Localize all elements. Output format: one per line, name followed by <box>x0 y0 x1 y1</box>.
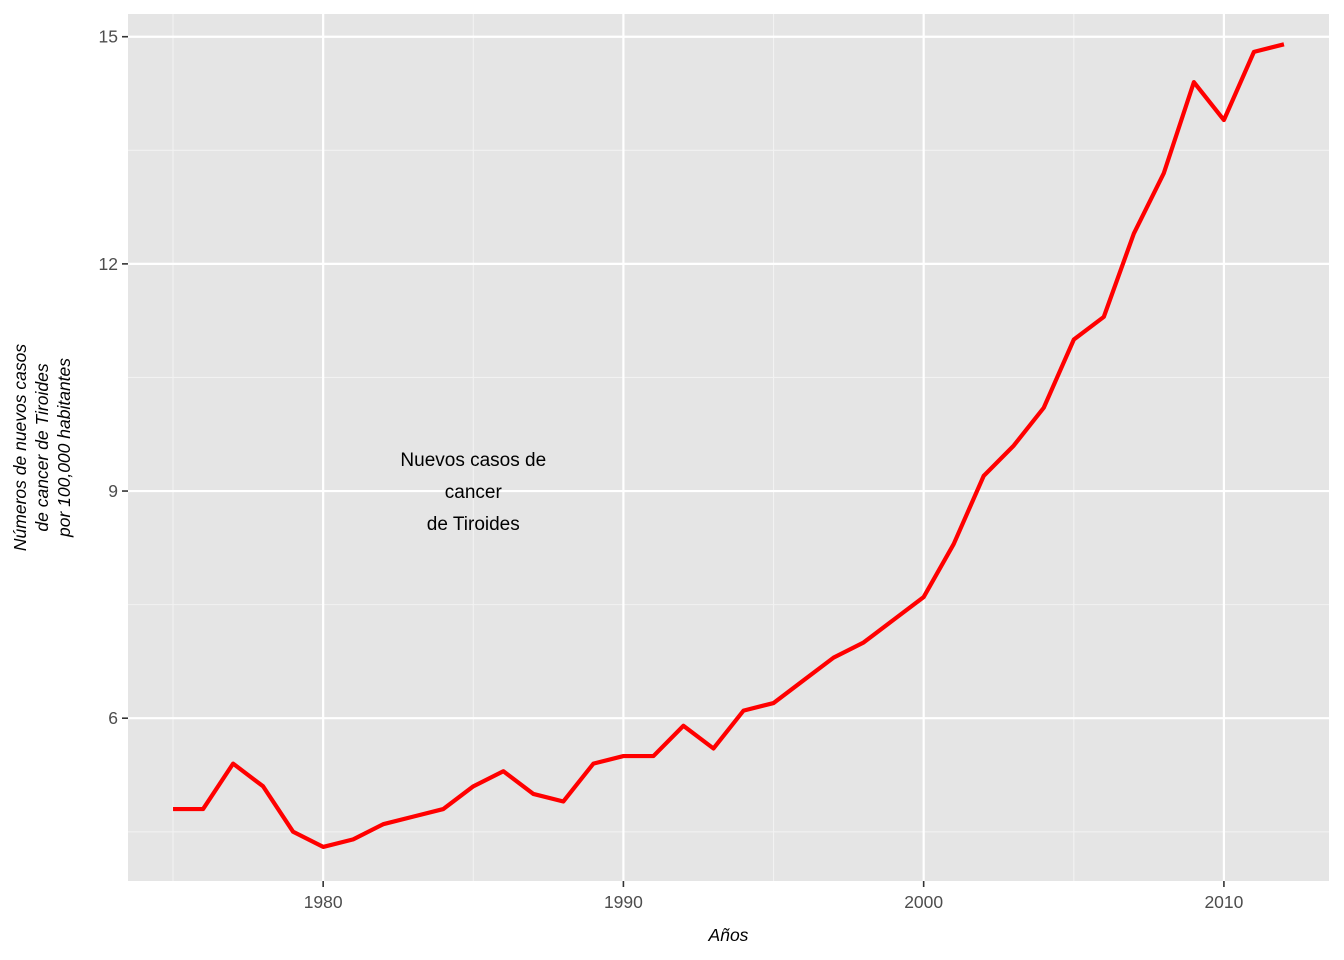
x-tick-label-2010: 2010 <box>1204 892 1243 912</box>
annotation-layer: Nuevos casos de cancer de Tiroides <box>400 450 546 535</box>
y-tick-label-12: 12 <box>99 254 118 274</box>
y-tick-label-15: 15 <box>99 27 118 47</box>
x-tick-label-2000: 2000 <box>904 892 943 912</box>
annotation-line-2: cancer <box>445 482 503 503</box>
minor-gridlines <box>128 14 1329 881</box>
major-gridlines <box>128 14 1329 881</box>
y-axis: 6 9 12 15 <box>99 27 128 728</box>
x-tick-label-1980: 1980 <box>304 892 343 912</box>
y-axis-title-line-2: de cancer de Tiroides <box>32 363 52 531</box>
x-axis-title: Años <box>708 925 749 945</box>
y-axis-title-line-3: por 100,000 habitantes <box>54 358 74 538</box>
y-tick-label-6: 6 <box>108 708 118 728</box>
x-tick-label-1990: 1990 <box>604 892 643 912</box>
annotation-line-3: de Tiroides <box>427 514 520 535</box>
x-axis: 1980 1990 2000 2010 <box>304 881 1244 912</box>
panel-background <box>128 14 1329 881</box>
y-tick-label-9: 9 <box>108 481 118 501</box>
series-layer <box>173 42 1285 850</box>
y-axis-title: Números de nuevos casos de cancer de Tir… <box>10 344 74 551</box>
annotation-line-1: Nuevos casos de <box>400 450 546 471</box>
series-line-0 <box>173 42 1285 850</box>
y-axis-title-line-1: Números de nuevos casos <box>10 344 30 551</box>
